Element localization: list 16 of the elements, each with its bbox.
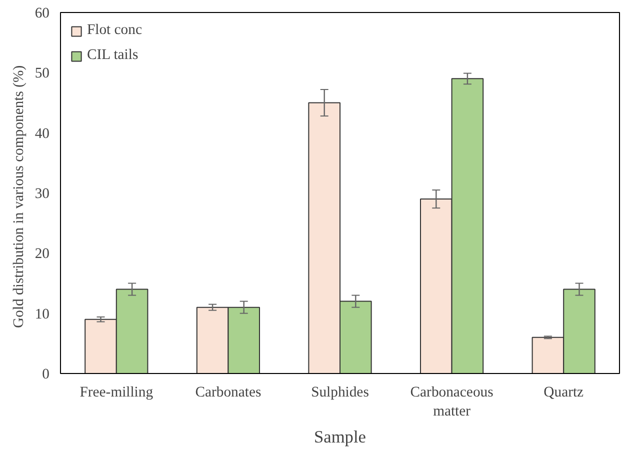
x-tick-label: Carbonaceous matter [410,384,494,420]
legend-label: Flot conc [87,22,142,39]
y-tick-label: 50 [34,66,50,82]
y-tick-label: 20 [34,246,50,262]
y-tick-label: 40 [34,126,50,142]
y-tick-label: 60 [34,6,50,22]
y-axis-title: Gold distribution in various components (%) [10,65,27,328]
y-tick-label: 30 [34,186,50,202]
x-axis-title: Sample [314,428,366,447]
x-tick-label: Free-milling [80,384,154,400]
x-tick-label: Carbonates [195,384,262,400]
y-tick-label: 0 [42,366,50,382]
legend-label: CIL tails [87,47,138,64]
x-tick-label: Sulphides [311,384,370,400]
x-tick-label: Quartz [544,384,584,400]
y-tick-label: 10 [34,306,50,322]
